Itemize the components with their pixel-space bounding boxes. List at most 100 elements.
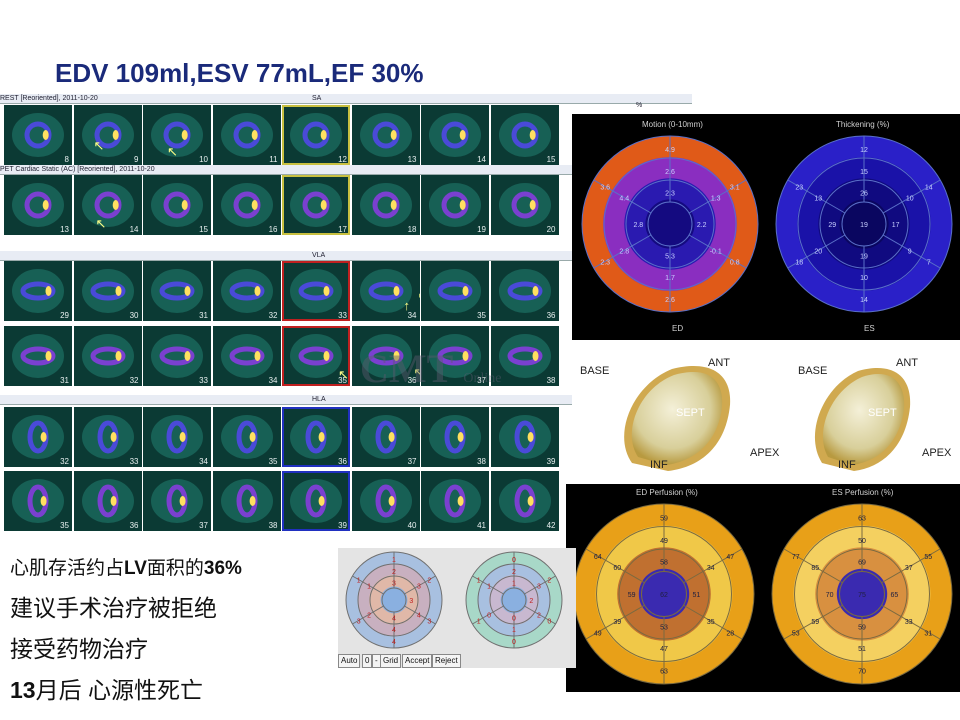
slice-hla-pet-0[interactable]: 35 (4, 471, 72, 531)
slice-hla-pet-2[interactable]: 37 (143, 471, 211, 531)
thickening-value: 18 (795, 259, 803, 266)
slice-hla-rest-0[interactable]: 32 (4, 407, 72, 467)
thickening-value: 14 (860, 297, 868, 304)
outcome-months: 13 (10, 677, 36, 703)
accept-button[interactable]: Accept (402, 654, 433, 668)
slice-hla-pet-6[interactable]: 41 (421, 471, 489, 531)
slice-hla-pet-4[interactable]: 39 (282, 471, 350, 531)
slice-number: 33 (199, 376, 208, 385)
slice-sa-rest-5[interactable]: 13 (351, 105, 420, 165)
slice-hla-rest-5[interactable]: 37 (351, 407, 420, 467)
slice-sa-pet-6[interactable]: 19 (421, 175, 489, 235)
slice-image (220, 334, 273, 378)
slice-hla-rest-1[interactable]: 33 (73, 407, 142, 467)
score-right-value: 2 (537, 612, 541, 619)
score-left-value: 1 (367, 584, 371, 591)
sa-header-view: SA (312, 95, 322, 102)
slice-number: 34 (268, 376, 278, 385)
motion-value: 5.3 (665, 254, 675, 261)
slice-vla-pet-5[interactable]: 36 ↖ (351, 326, 420, 386)
slice-number: 14 (477, 155, 486, 164)
slice-sa-rest-6[interactable]: 14 (421, 105, 489, 165)
reject-button[interactable]: Reject (432, 654, 461, 668)
slice-sa-rest-1[interactable]: 9 ↖ (73, 105, 142, 165)
slice-vla-pet-7[interactable]: 38 (490, 326, 559, 386)
slice-vla-rest-0[interactable]: 29 (4, 261, 72, 321)
motion-value: 0.8 (730, 259, 740, 266)
yellow-arrow-icon: ↖ (167, 144, 178, 159)
slice-number: 18 (407, 225, 417, 234)
slice-vla-pet-3[interactable]: 34 (212, 326, 281, 386)
slice-sa-rest-2[interactable]: 10 ↖ (143, 105, 211, 165)
motion-value: 2.8 (619, 248, 629, 255)
slice-vla-rest-1[interactable]: 30 (73, 261, 142, 321)
slice-number: 36 (407, 376, 417, 385)
slice-hla-rest-7[interactable]: 39 (490, 407, 559, 467)
slice-hla-rest-4[interactable]: 36 (282, 407, 350, 467)
slice-vla-pet-2[interactable]: 33 (143, 326, 211, 386)
slice-vla-pet-0[interactable]: 31 (4, 326, 72, 386)
slice-image (290, 415, 342, 459)
ed-perfusion-value: 60 (613, 565, 621, 572)
slice-sa-pet-0[interactable]: 13 (4, 175, 72, 235)
slice-number: 38 (546, 376, 556, 385)
watermark-sub: Online (463, 371, 502, 386)
auto-button[interactable]: Auto (338, 654, 361, 668)
motion-thickening-panel: Motion (0-10mm) Thickening (%) ED ES 4.9… (572, 114, 960, 340)
slice-vla-rest-4[interactable]: 33↙↙↑ (282, 261, 350, 321)
slice-vla-pet-4[interactable]: 35↑↖ (282, 326, 350, 386)
es-perfusion-value: 31 (924, 630, 932, 637)
slice-hla-rest-3[interactable]: 35 (212, 407, 281, 467)
slice-sa-pet-5[interactable]: 18 (351, 175, 420, 235)
slice-number: 38 (268, 521, 278, 530)
viability-line: 心肌存活约占LV面积的36% (10, 553, 242, 580)
slice-sa-pet-7[interactable]: 20 (490, 175, 559, 235)
slice-vla-pet-6[interactable]: 37 (421, 326, 489, 386)
thickening-value: 7 (927, 259, 931, 266)
pet-header-text: PET Cardiac Static (AC) [Reoriented], 20… (0, 166, 155, 173)
slice-vla-rest-3[interactable]: 32 (212, 261, 281, 321)
thickening-title: Thickening (%) (836, 120, 890, 129)
motion-bullseye (581, 135, 759, 313)
slice-vla-rest-6[interactable]: 35 (421, 261, 489, 321)
slice-number: 39 (338, 521, 347, 530)
slice-sa-rest-4[interactable]: 12 (282, 105, 350, 165)
slice-hla-pet-1[interactable]: 36 (73, 471, 142, 531)
sa-header-text: REST [Reoriented], 2011-10-20 (0, 95, 98, 102)
slice-sa-pet-1[interactable]: 14 ↖ (73, 175, 142, 235)
slice-vla-rest-7[interactable]: 36 (490, 261, 559, 321)
ed-perfusion-value: 63 (660, 669, 668, 676)
zero-button[interactable]: 0 (362, 654, 373, 668)
slice-sa-pet-4[interactable]: 17 (282, 175, 350, 235)
thickening-value: 29 (828, 222, 836, 229)
slice-hla-rest-6[interactable]: 38 (421, 407, 489, 467)
slice-vla-pet-1[interactable]: 32 (73, 326, 142, 386)
slice-sa-pet-3[interactable]: 16 (212, 175, 281, 235)
slice-hla-pet-5[interactable]: 40 (351, 471, 420, 531)
score-left-value: 3 (357, 618, 361, 625)
thickening-value: 20 (814, 248, 822, 255)
grid-button[interactable]: Grid (380, 654, 402, 668)
slice-vla-rest-5[interactable]: 34 ↙ ↑ (351, 261, 420, 321)
slice-sa-pet-2[interactable]: 15 (143, 175, 211, 235)
slice-number: 32 (268, 311, 278, 320)
slice-sa-rest-3[interactable]: 11 (212, 105, 281, 165)
slice-sa-rest-7[interactable]: 15 (490, 105, 559, 165)
yellow-arrow-icon: ↖ (413, 365, 420, 380)
slice-hla-pet-3[interactable]: 38 (212, 471, 281, 531)
thickening-value: 23 (795, 185, 803, 192)
ed-perfusion-value: 59 (660, 516, 668, 523)
slice-number: 36 (129, 521, 139, 530)
slice-number: 8 (64, 155, 69, 164)
slice-vla-rest-2[interactable]: 31 (143, 261, 211, 321)
es-label: ES (864, 324, 875, 333)
es-perfusion-value: 37 (905, 565, 913, 572)
ant-label-ed: ANT (708, 357, 730, 369)
slice-sa-rest-0[interactable]: 8 (4, 105, 72, 165)
slice-hla-rest-2[interactable]: 34 (143, 407, 211, 467)
slice-number: 37 (199, 521, 208, 530)
slice-number: 35 (268, 457, 278, 466)
watermark-main: CMT (360, 346, 454, 391)
slice-hla-pet-7[interactable]: 42 (490, 471, 559, 531)
es-perfusion-value: 59 (858, 624, 866, 631)
